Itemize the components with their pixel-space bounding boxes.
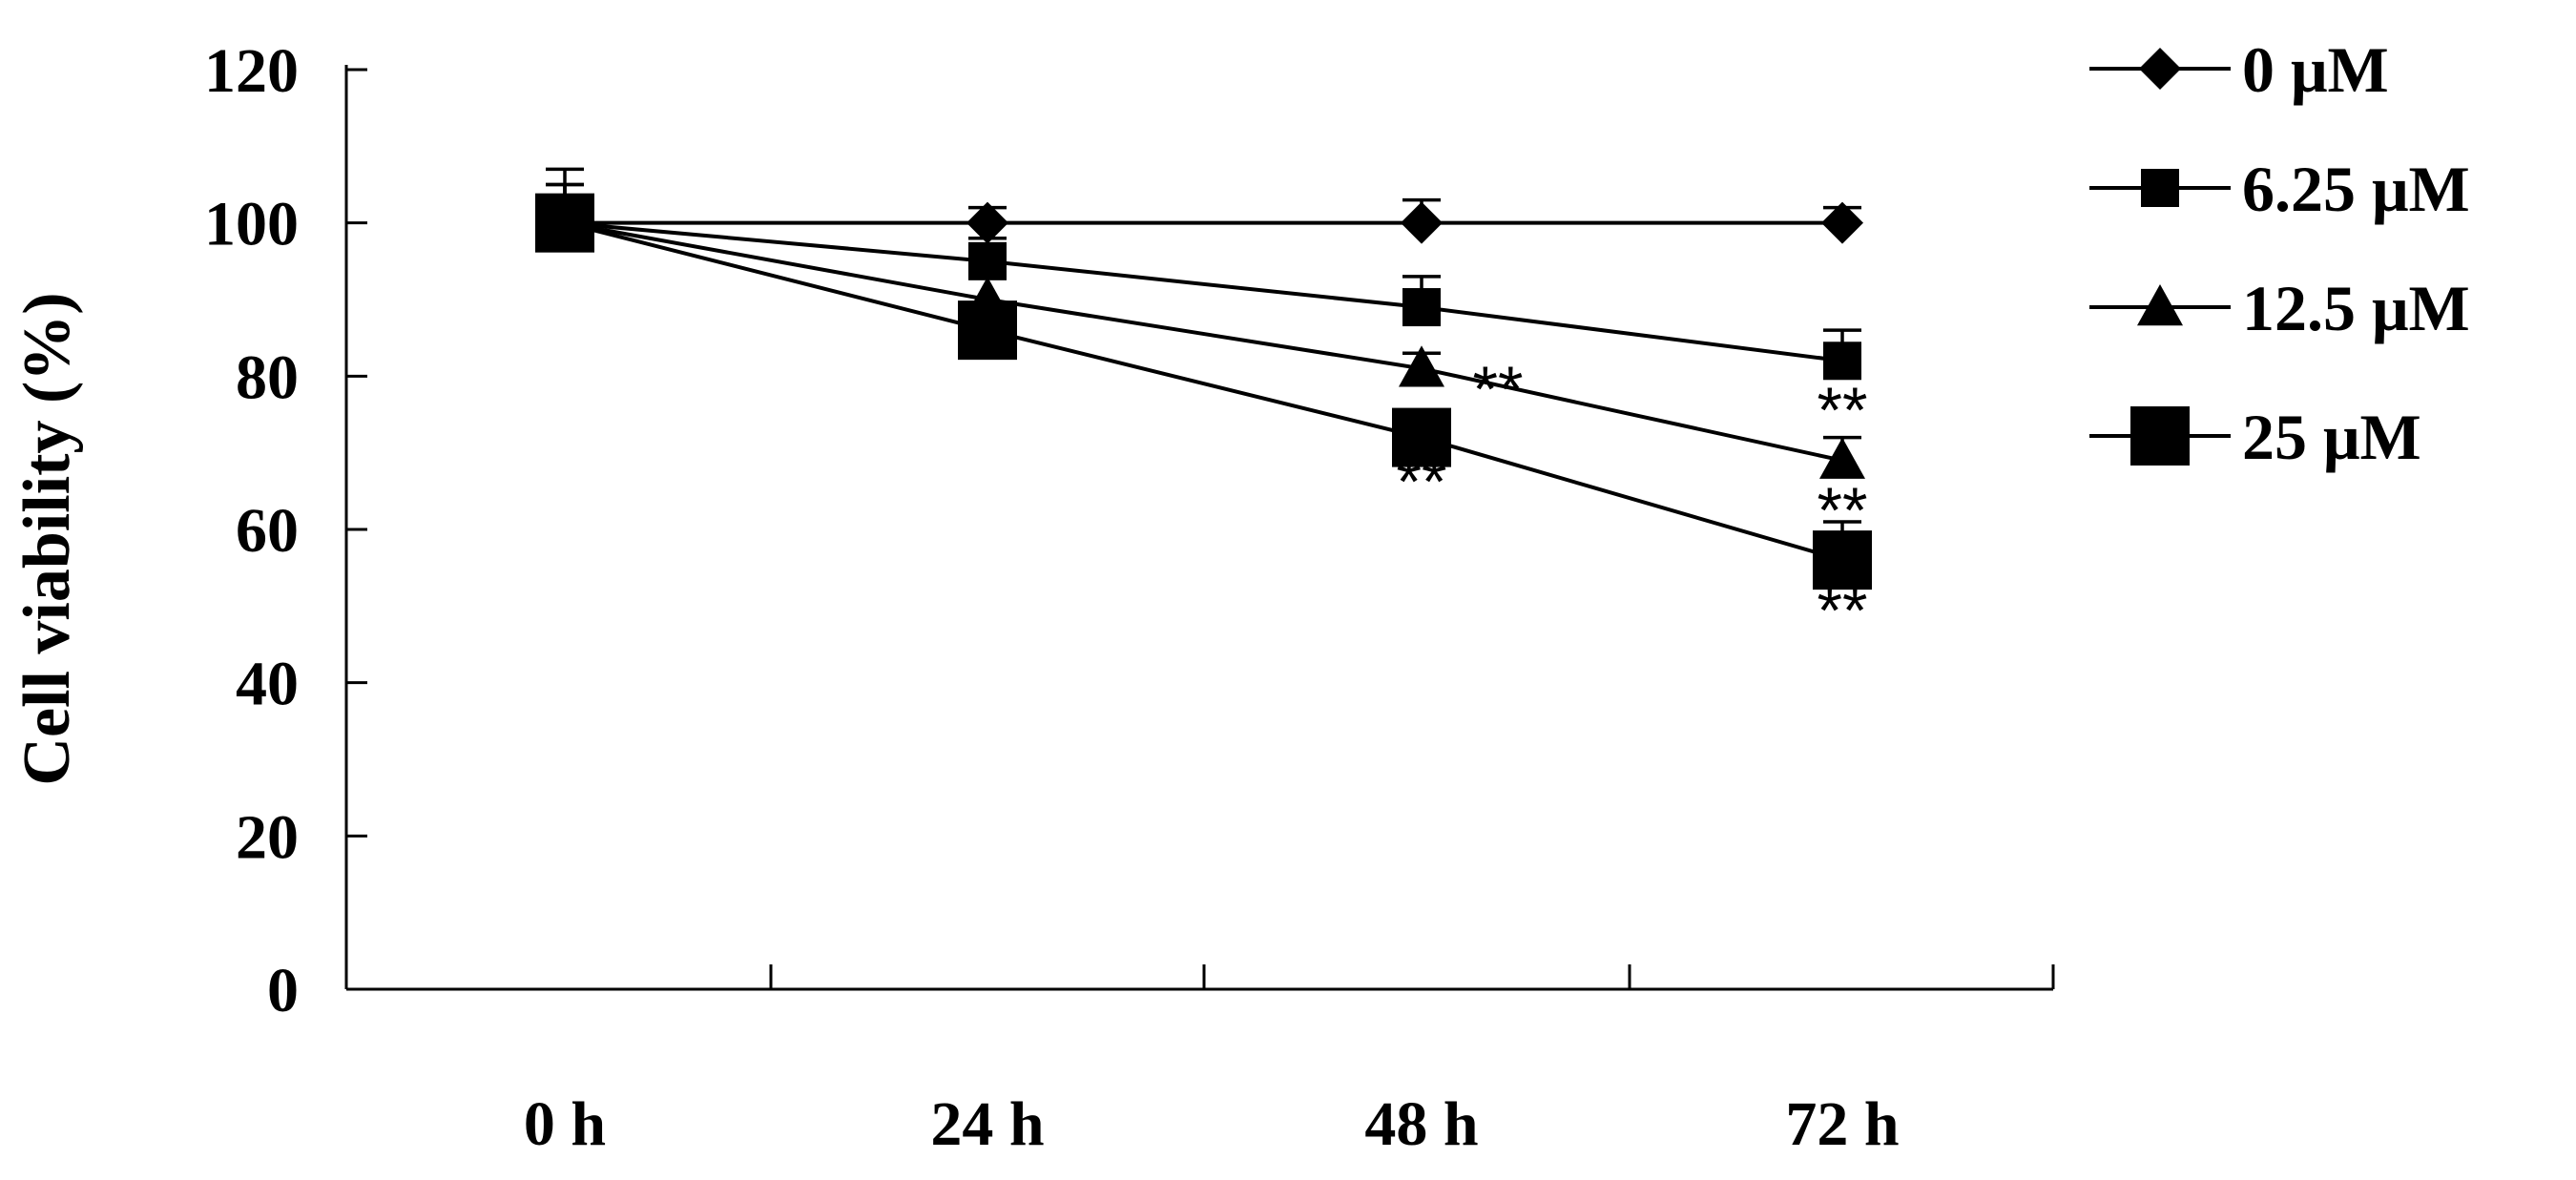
legend-item: 6.25 μM: [2089, 153, 2470, 225]
series-2: [546, 167, 1861, 381]
y-axis-ticks: 0 20 40 60 80 100 120: [204, 36, 367, 1025]
y-tick-label: 0: [267, 956, 299, 1025]
square-marker: [1402, 288, 1441, 327]
triangle-marker: [2137, 284, 2183, 326]
legend-item: 25 μM: [2089, 401, 2421, 473]
triangle-marker: [1819, 437, 1865, 479]
x-tick-label: 0 h: [524, 1089, 606, 1159]
triangle-marker: [1399, 345, 1444, 387]
series-group: [535, 167, 1872, 590]
legend: 0 μM 6.25 μM 12.5 μM 25 μM: [2089, 33, 2470, 473]
square-marker: [968, 241, 1007, 280]
y-axis-title-group: Cell viability (%): [10, 292, 84, 785]
large-square-marker: [958, 300, 1017, 361]
legend-label: 0 μM: [2242, 33, 2389, 106]
series-line: [564, 220, 1843, 363]
significance-mark: **: [1818, 474, 1868, 547]
y-tick-label: 20: [236, 802, 299, 872]
x-tick-label: 24 h: [930, 1089, 1044, 1159]
square-marker: [1823, 342, 1861, 381]
series-4: [535, 182, 1872, 590]
series-line: [564, 220, 1843, 563]
diamond-marker: [2139, 48, 2181, 90]
y-tick-label: 120: [204, 36, 299, 106]
large-square-marker: [1813, 530, 1872, 590]
large-square-marker: [535, 193, 594, 253]
x-tick-label: 48 h: [1364, 1089, 1478, 1159]
y-tick-label: 60: [236, 496, 299, 566]
legend-label: 12.5 μM: [2242, 272, 2470, 344]
annotations: ** ** ** ** **: [1397, 353, 1868, 647]
y-axis-title: Cell viability (%): [10, 292, 84, 785]
y-tick-label: 100: [204, 190, 299, 259]
legend-item: 0 μM: [2089, 33, 2389, 106]
series-line: [564, 220, 1843, 463]
axes: [344, 65, 2055, 991]
y-tick-label: 40: [236, 650, 299, 719]
diamond-marker: [966, 201, 1008, 244]
significance-mark: **: [1818, 574, 1868, 647]
series-3: [542, 182, 1865, 479]
large-square-marker: [1392, 407, 1451, 467]
significance-mark: **: [1397, 445, 1447, 518]
significance-mark: **: [1818, 374, 1868, 446]
diamond-marker: [1821, 201, 1863, 244]
significance-mark: **: [1473, 353, 1524, 425]
legend-label: 25 μM: [2242, 401, 2421, 473]
large-square-marker: [2130, 406, 2190, 466]
diamond-marker: [1401, 201, 1443, 244]
x-tick-label: 72 h: [1785, 1089, 1899, 1159]
legend-label: 6.25 μM: [2242, 153, 2470, 225]
legend-item: 12.5 μM: [2089, 272, 2470, 344]
square-marker: [2141, 169, 2179, 207]
x-axis-ticks: 0 h 24 h 48 h 72 h: [524, 1089, 1900, 1159]
y-tick-label: 80: [236, 342, 299, 412]
